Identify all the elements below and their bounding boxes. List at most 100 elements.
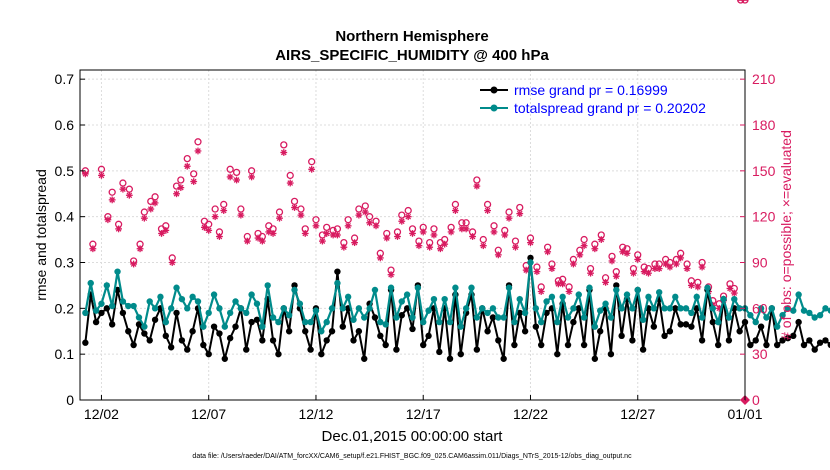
obs-evaluated-marker	[301, 230, 309, 237]
obs-evaluated-marker	[501, 231, 509, 239]
obs-evaluated-marker	[158, 230, 165, 237]
legend: rmse grand pr = 0.16999 totalspread gran…	[480, 82, 706, 116]
obs-evaluated-marker	[334, 231, 341, 239]
spread-point	[597, 307, 604, 314]
spread-point	[441, 295, 448, 303]
chart-title: Northern Hemisphere	[335, 28, 488, 45]
obs-evaluated-marker	[177, 184, 185, 192]
obs-evaluated-stroke	[469, 233, 476, 240]
spread-point	[237, 305, 245, 312]
rmse-point	[666, 328, 674, 335]
obs-evaluated-stroke	[398, 218, 405, 225]
rmse-point	[489, 314, 497, 321]
obs-evaluated-stroke	[377, 255, 384, 261]
spread-point	[420, 318, 427, 326]
y-tick-label: 0.1	[55, 346, 75, 362]
spread-point	[280, 305, 287, 312]
obs-evaluated-marker	[516, 210, 524, 218]
rmse-point	[323, 337, 330, 344]
spread-point	[173, 284, 180, 291]
obs-evaluated-stroke	[373, 222, 379, 229]
rmse-point	[538, 341, 545, 349]
spread-point	[119, 298, 127, 305]
spread-point	[269, 314, 277, 321]
spread-point	[714, 318, 722, 326]
obs-evaluated-stroke	[394, 233, 401, 240]
obs-evaluated-stroke	[205, 227, 212, 234]
obs-evaluated-marker	[286, 179, 294, 187]
obs-evaluated-stroke	[441, 241, 448, 248]
spread-point	[672, 293, 679, 301]
obs-evaluated-marker	[162, 227, 170, 234]
rmse-point	[226, 334, 234, 342]
rmse-point	[130, 341, 137, 349]
obs-evaluated-stroke	[259, 238, 266, 244]
spread-point	[285, 312, 293, 319]
obs-evaluated-stroke	[491, 229, 497, 235]
spread-point	[618, 305, 625, 312]
obs-evaluated-marker	[726, 285, 734, 292]
spread-point	[688, 309, 695, 317]
obs-evaluated-stroke	[152, 200, 158, 206]
rmse-point	[495, 337, 502, 344]
obs-evaluated-marker	[115, 225, 123, 233]
obs-evaluated-marker	[183, 162, 191, 170]
spread-point	[752, 318, 759, 326]
spread-point	[157, 293, 164, 301]
rmse-point	[500, 355, 507, 362]
obs-evaluated-stroke	[82, 171, 89, 177]
obs-evaluated-stroke	[609, 258, 615, 264]
obs-evaluated-stroke	[201, 224, 208, 231]
obs-evaluated-marker	[319, 237, 326, 245]
obs-evaluated-stroke	[173, 190, 180, 197]
rmse-point	[167, 344, 175, 351]
obs-evaluated-stroke	[634, 256, 641, 263]
obs-evaluated-marker	[630, 269, 637, 277]
obs-evaluated-stroke	[656, 265, 663, 272]
spread-point	[92, 307, 100, 314]
obs-evaluated-marker	[376, 254, 384, 262]
obs-evaluated-stroke	[576, 252, 583, 258]
rmse-point	[382, 341, 389, 349]
obs-evaluated-marker	[81, 170, 89, 178]
obs-evaluated-stroke	[727, 285, 733, 292]
rmse-point	[570, 318, 577, 326]
obs-evaluated-marker	[559, 280, 567, 288]
spread-point	[559, 293, 566, 301]
obs-evaluated-stroke	[645, 270, 652, 277]
obs-evaluated-stroke	[356, 212, 362, 218]
spread-point	[548, 293, 556, 301]
obs-evaluated-stroke	[452, 207, 459, 214]
rmse-point	[355, 328, 363, 335]
spread-point	[130, 302, 137, 310]
spread-point	[725, 314, 733, 321]
obs-evaluated-stroke	[184, 163, 191, 170]
footnote: data file: /Users/raeder/DAI/ATM_forcXX/…	[192, 453, 632, 460]
series-lines	[82, 254, 830, 362]
obs-evaluated-stroke	[570, 261, 577, 267]
obs-evaluated-marker	[587, 269, 594, 277]
obs-possible-marker	[211, 205, 219, 213]
obs-evaluated-stroke	[549, 265, 555, 272]
obs-evaluated-marker	[140, 214, 148, 222]
obs-evaluated-marker	[151, 199, 159, 207]
rmse-point	[302, 328, 309, 335]
spread-point	[275, 318, 282, 326]
obs-evaluated-stroke	[137, 245, 143, 252]
rmse-point	[141, 330, 148, 337]
spread-point	[334, 279, 341, 287]
rmse-point	[403, 305, 411, 312]
rmse-point	[795, 318, 802, 326]
rmse-point	[328, 328, 336, 335]
spread-point	[114, 268, 121, 275]
obs-evaluated-marker	[237, 211, 245, 219]
spread-point	[350, 316, 357, 323]
spread-point	[757, 305, 765, 312]
spread-point	[146, 298, 153, 305]
x-tick-label: 12/17	[406, 406, 441, 422]
obs-evaluated-marker	[490, 228, 498, 236]
spread-point	[167, 305, 175, 312]
obs-evaluated-stroke	[130, 261, 137, 267]
obs-evaluated-marker	[419, 228, 427, 236]
obs-evaluated-marker	[226, 173, 234, 181]
